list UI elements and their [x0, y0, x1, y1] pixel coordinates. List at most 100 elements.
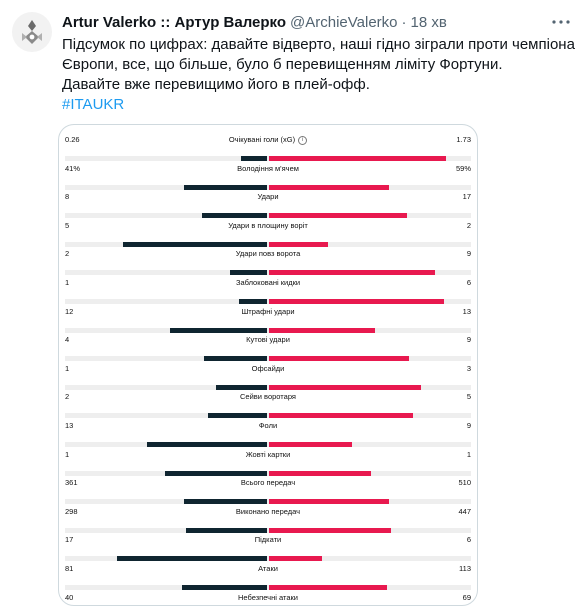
stat-row: 12 Штрафні удари 13 [59, 305, 477, 333]
stat-bar-left [184, 184, 267, 190]
stat-label-text: Сейви воротаря [240, 392, 296, 402]
stat-row: 81 Атаки 113 [59, 562, 477, 590]
stat-label: Удари в площину воріт [59, 221, 477, 231]
stat-left-value: 1 [65, 449, 70, 459]
stat-label-text: Підкати [254, 535, 282, 545]
stat-bar-left [241, 156, 267, 161]
stat-left-value: 361 [65, 478, 78, 488]
stat-bar-left [186, 527, 267, 533]
stat-label: Володіння м'ячем [59, 164, 477, 174]
tweet-text-line: Європи, все, що більше, було б перевищен… [62, 56, 503, 73]
tweet-text: Підсумок по цифрах: давайте відверто, на… [62, 35, 575, 115]
stat-bar-right [269, 499, 389, 505]
stat-label: Офсайди [59, 364, 477, 374]
stat-label-text: Володіння м'ячем [237, 163, 299, 173]
stat-bar-right [269, 442, 352, 447]
stat-left-value: 8 [65, 192, 70, 202]
stat-left-value: 1 [65, 278, 70, 287]
avatar[interactable] [12, 12, 52, 52]
stat-label: Фоли [59, 421, 477, 431]
stat-row: 1 Офсайди 3 [59, 362, 477, 390]
stat-track [65, 184, 471, 190]
stat-right-value: 113 [459, 564, 471, 573]
ornament-avatar-icon [22, 20, 42, 44]
stat-label-text: Очікувані голи (xG) [228, 135, 296, 144]
stat-row: 5 Удари в площину воріт 2 [59, 219, 477, 247]
stat-left-value: 0.26 [65, 135, 80, 144]
stat-track [65, 156, 471, 161]
stat-bar-right [269, 299, 444, 304]
stat-left-value: 4 [65, 335, 70, 345]
stats-image[interactable]: 0.26 Очікувані голи (xG) i 1.73 41% Володіння… [58, 124, 478, 606]
stat-label: Підкати [59, 535, 477, 545]
user-handle[interactable]: @ArchieValerko [290, 13, 398, 31]
stat-label: Заблоковані кидки [59, 278, 477, 288]
stat-right-value: 447 [458, 506, 471, 516]
stat-label-text: Всього передач [240, 478, 296, 488]
stat-bar-left [230, 270, 267, 276]
stat-right-value: 13 [462, 306, 471, 316]
stat-left-value: 17 [65, 535, 74, 545]
stat-bar-right [269, 327, 375, 333]
stat-label: Атаки [59, 564, 477, 574]
stat-bar-left [202, 213, 267, 219]
stat-bar-right [269, 384, 421, 390]
stat-row: 361 Всього передач 510 [59, 476, 477, 505]
stat-track [65, 499, 471, 505]
stat-row: 1 Жовті картки 1 [59, 448, 477, 476]
stat-bar-left [117, 556, 267, 562]
stat-left-value: 1 [65, 363, 70, 373]
stat-bar-right [269, 527, 391, 533]
stat-bar-left [182, 585, 267, 590]
stat-label-text: Виконано передач [235, 506, 301, 516]
more-dots-icon[interactable] [551, 14, 571, 30]
stat-row: 2 Сейви воротаря 5 [59, 390, 477, 419]
stat-label: Жовті картки [59, 450, 477, 460]
stat-track [65, 241, 471, 247]
hashtag-link[interactable]: #ITAUKR [62, 96, 125, 113]
stat-track [65, 213, 471, 219]
stat-left-value: 5 [65, 220, 70, 230]
stat-track [65, 442, 471, 447]
stat-row: 298 Виконано передач 447 [59, 505, 477, 533]
stat-label: Удари повз ворота [59, 249, 477, 259]
stat-left-value: 298 [65, 506, 78, 516]
stat-right-value: 1 [466, 449, 471, 459]
stat-bar-left [216, 384, 267, 390]
stat-label-text: Кутові удари [246, 335, 290, 345]
stat-bar-right [269, 156, 446, 161]
stat-right-value: 9 [466, 335, 471, 345]
stat-left-value: 2 [65, 249, 70, 259]
stat-label-text: Удари повз ворота [235, 249, 301, 259]
tweet-text-line: Підсумок по цифрах: давайте відверто, на… [62, 36, 575, 53]
stat-label-text: Фоли [258, 421, 278, 430]
stat-left-value: 13 [65, 421, 74, 430]
stat-label-text: Удари в площину воріт [228, 220, 308, 230]
stat-left-value: 12 [65, 306, 74, 316]
stat-bar-right [269, 241, 328, 247]
stat-bar-left [204, 356, 267, 362]
stat-row: 17 Підкати 6 [59, 533, 477, 562]
stat-right-value: 510 [458, 478, 471, 488]
stat-label: Кутові удари [59, 335, 477, 345]
stat-bar-right [269, 585, 387, 590]
display-name[interactable]: Artur Valerko :: Артур Валерко [62, 13, 287, 31]
tweet-header: Artur Valerko :: Артур Валерко @ArchieVa… [62, 12, 545, 32]
stat-row: 13 Фоли 9 [59, 419, 477, 447]
stat-row: 0.26 Очікувані голи (xG) i 1.73 [59, 133, 477, 161]
info-icon[interactable]: i [298, 135, 308, 145]
tweet-text-line: Давайте вже перевищимо його в плей-офф. [62, 76, 370, 93]
stat-track [65, 270, 471, 276]
stat-track [65, 299, 471, 304]
timestamp[interactable]: 18 хв [410, 13, 447, 31]
stat-label-text: Жовті картки [245, 449, 291, 459]
stat-track [65, 585, 471, 590]
stat-bar-left [170, 327, 267, 333]
stat-bar-right [269, 184, 389, 190]
stat-bar-right [269, 356, 409, 362]
stat-label: Виконано передач [59, 507, 477, 517]
stat-track [65, 327, 471, 333]
stat-bar-right [269, 270, 435, 276]
stat-track [65, 384, 471, 390]
